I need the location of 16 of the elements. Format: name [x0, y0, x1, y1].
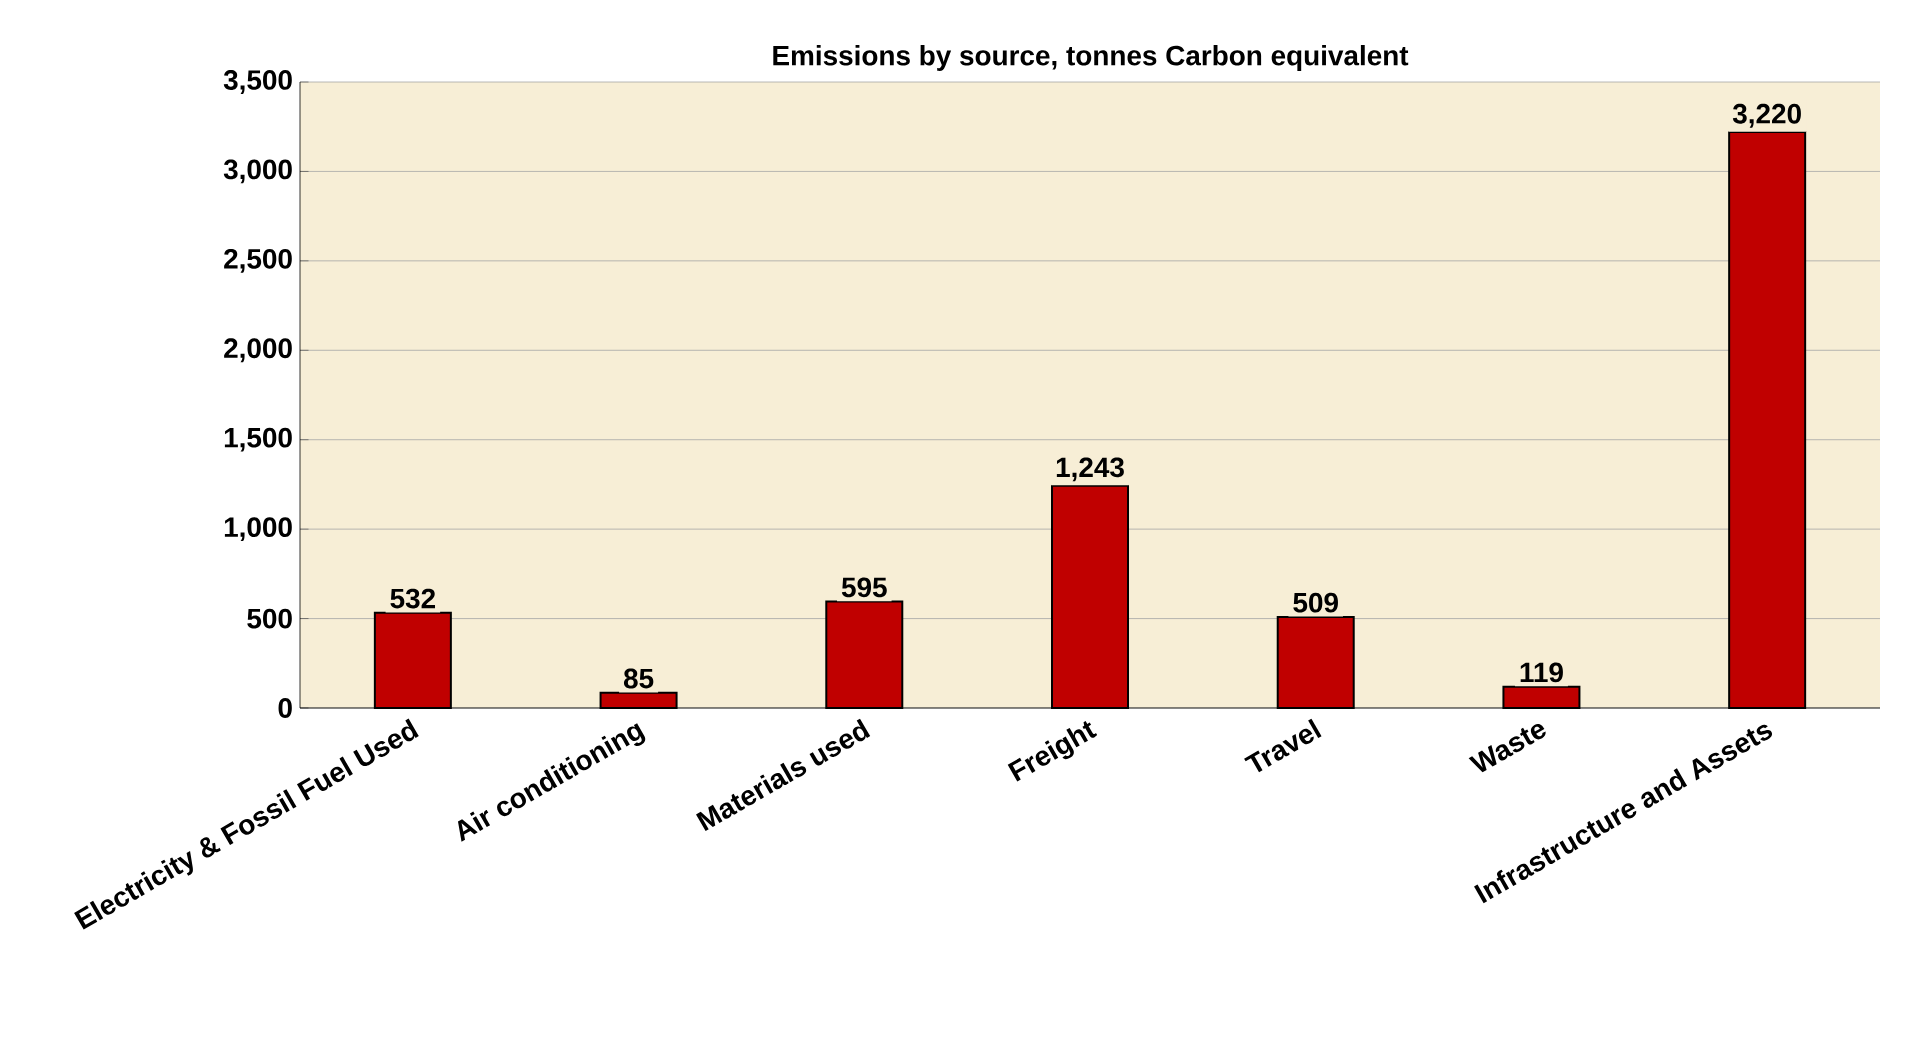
y-tick-label: 500 [247, 608, 292, 629]
y-tick-label: 2,500 [224, 248, 292, 273]
data-label: 3,220 [1732, 103, 1801, 128]
chart-title: Emissions by source, tonnes Carbon equivalent [773, 45, 1409, 71]
data-label: 1,243 [1056, 457, 1124, 482]
data-label: 595 [841, 577, 887, 598]
data-label: 509 [1293, 592, 1338, 613]
data-label: 85 [623, 668, 654, 689]
y-tick-label: 0 [278, 698, 292, 718]
data-label: 532 [390, 588, 436, 609]
y-tick-label: 2,000 [224, 338, 292, 363]
data-label: 119 [1520, 662, 1563, 683]
y-tick-label: 3,500 [223, 70, 292, 94]
y-tick-label: 1,500 [224, 427, 292, 452]
y-tick-label: 1,000 [224, 517, 292, 542]
y-tick-label: 3,000 [223, 159, 292, 184]
